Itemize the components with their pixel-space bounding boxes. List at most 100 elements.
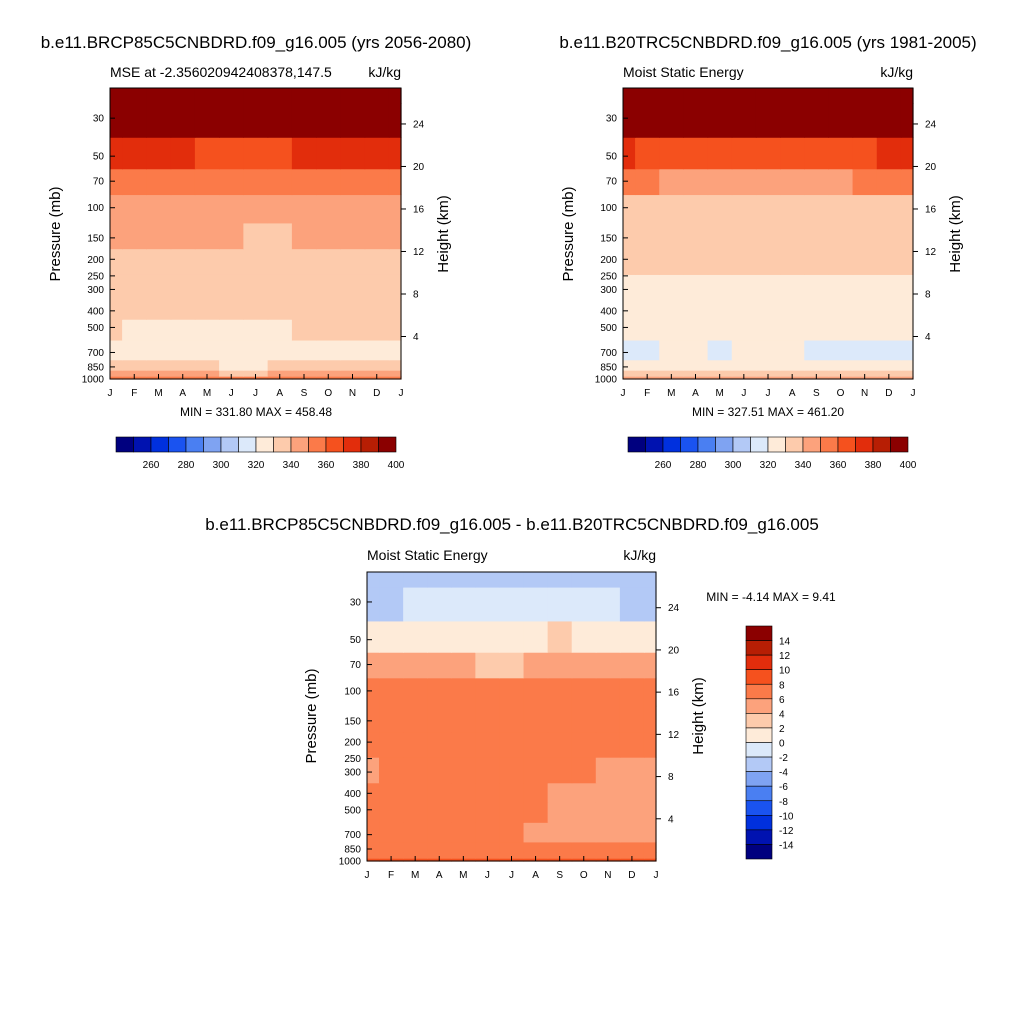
colorbar-box xyxy=(715,436,734,453)
height-tick-label: 16 xyxy=(413,204,425,215)
x-tick-label: O xyxy=(837,388,845,399)
contour-cell xyxy=(659,168,685,196)
contour-cell xyxy=(475,572,501,588)
x-tick-label: J xyxy=(911,388,916,399)
contour-cell xyxy=(595,822,621,843)
contour-cell xyxy=(267,300,293,320)
contour-cell xyxy=(110,194,123,224)
colorbar: 14 12 10 8 6 4 2 0 -2 -4 -6 -8 -10 -12 -14 xyxy=(745,625,794,860)
contour-cell xyxy=(707,370,733,377)
contour-cell xyxy=(755,222,781,250)
contour-cell xyxy=(427,782,452,803)
contour-cell xyxy=(146,359,172,371)
contour-cell xyxy=(547,572,573,588)
y-tick-label: 300 xyxy=(344,768,361,779)
contour-cell xyxy=(619,586,645,622)
contour-cell xyxy=(403,757,428,784)
contour-cell xyxy=(852,103,878,138)
contour-cell xyxy=(451,620,476,653)
contour-cell xyxy=(379,822,404,843)
colorbar-label: 14 xyxy=(779,637,791,648)
contour-cell xyxy=(623,359,636,371)
colorbar-box xyxy=(802,436,821,453)
height-tick-label: 24 xyxy=(668,603,680,614)
contour-cell xyxy=(388,319,402,341)
contour-cell xyxy=(595,620,621,653)
contour-cell xyxy=(427,705,452,733)
contour-cell xyxy=(110,300,123,320)
contour-cell xyxy=(243,319,269,341)
contour-cell xyxy=(340,339,366,361)
contour-cell xyxy=(523,620,549,653)
y-tick-label: 100 xyxy=(87,203,104,214)
min-max-stats: MIN = -4.14 MAX = 9.41 xyxy=(706,590,836,604)
contour-cell xyxy=(340,359,366,371)
x-tick-label: J xyxy=(108,388,113,399)
contour-cell xyxy=(635,300,660,320)
contour-cell xyxy=(364,222,390,250)
contour-cell xyxy=(427,572,452,588)
contour-cell xyxy=(523,652,549,679)
contour-cell xyxy=(146,370,172,377)
colorbar-label: -4 xyxy=(779,768,788,779)
panel-title: b.e11.BRCP85C5CNBDRD.f09_g16.005 - b.e11… xyxy=(205,515,819,534)
contour-cell xyxy=(194,319,220,341)
contour-cell xyxy=(780,339,805,361)
height-tick-label: 4 xyxy=(668,814,674,825)
x-tick-label: F xyxy=(388,870,394,881)
contour-cell xyxy=(643,731,657,758)
contour-cell xyxy=(623,319,636,341)
contour-cell xyxy=(194,248,220,275)
contour-cell xyxy=(731,222,757,250)
contour-cell xyxy=(780,359,805,371)
colorbar-label: -6 xyxy=(779,782,788,793)
contour-cell xyxy=(475,620,501,653)
contour-cell xyxy=(367,801,380,823)
contour-cell xyxy=(291,274,317,301)
colorbar-box xyxy=(290,436,309,453)
contour-cell xyxy=(547,620,573,653)
contour-cell xyxy=(367,782,380,803)
x-tick-label: M xyxy=(715,388,723,399)
contour-cell xyxy=(388,194,402,224)
contour-cell xyxy=(367,822,380,843)
contour-cell xyxy=(364,274,390,301)
contour-cell xyxy=(623,339,636,361)
contour-cell xyxy=(780,370,805,377)
contour-cell xyxy=(547,782,573,803)
contour-cell xyxy=(367,572,380,588)
contour-cell xyxy=(170,274,196,301)
contour-cell xyxy=(900,137,914,170)
contour-cell xyxy=(595,852,621,859)
contour-cell xyxy=(595,572,621,588)
contour-cell xyxy=(367,852,380,859)
height-tick-label: 20 xyxy=(925,162,937,173)
contour-cell xyxy=(451,852,476,859)
contour-cell xyxy=(291,319,317,341)
contour-cell xyxy=(623,222,636,250)
contour-cell xyxy=(451,841,476,853)
contour-cell xyxy=(340,137,366,170)
contour-cell xyxy=(619,731,645,758)
contour-cell xyxy=(683,370,709,377)
contour-cell xyxy=(643,858,657,862)
contour-cell xyxy=(403,677,428,707)
contour-cell xyxy=(852,370,878,377)
colorbar-box xyxy=(378,436,397,453)
contour-cell xyxy=(619,652,645,679)
contour-cell xyxy=(780,103,805,138)
pressure-axis: 30 50 70 100 150 200 250 300 400 500 700 850 1000 xyxy=(595,114,628,386)
contour-cell xyxy=(523,822,549,843)
contour-cell xyxy=(852,319,878,341)
contour-cell xyxy=(876,339,902,361)
contour-cell xyxy=(194,370,220,377)
contour-cell xyxy=(146,274,172,301)
contour-cell xyxy=(170,137,196,170)
contour-cell xyxy=(707,339,733,361)
height-tick-label: 24 xyxy=(925,119,937,130)
contour-cell xyxy=(146,222,172,250)
contour-cell xyxy=(364,103,390,138)
contour-cell xyxy=(595,652,621,679)
contour-cell xyxy=(780,300,805,320)
colorbar-box xyxy=(745,829,773,845)
